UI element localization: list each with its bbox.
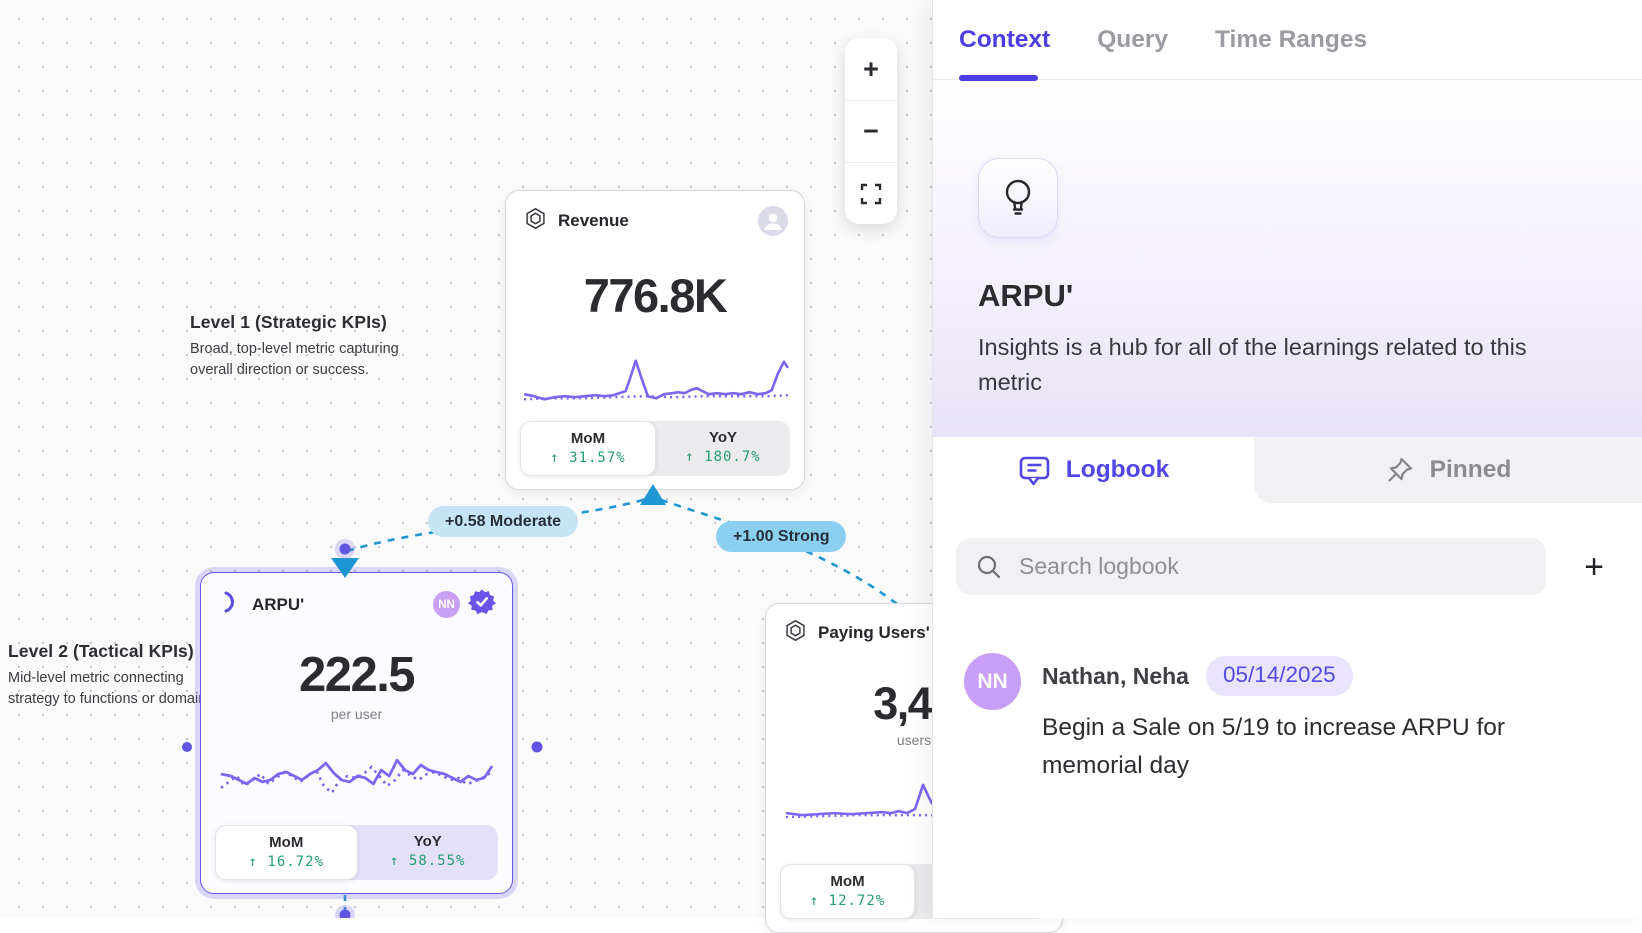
owner-avatar-icon[interactable] — [758, 206, 788, 236]
annotation-level1: Level 1 (Strategic KPIs) Broad, top-leve… — [190, 312, 399, 381]
metric-unit: users — [896, 732, 932, 748]
annotation-level2-line2: strategy to functions or domains. — [8, 691, 218, 708]
period-toggle: MoM ↑ 31.57% YoY ↑ 180.7% — [520, 421, 790, 476]
tab-time-ranges[interactable]: Time Ranges — [1215, 25, 1368, 53]
metric-card-arpu[interactable]: ARPU' NN 222.5 per user — [200, 572, 513, 894]
mom-toggle[interactable]: MoM ↑ 31.57% — [520, 421, 656, 476]
metric-card-revenue[interactable]: Revenue 776.8K — [505, 190, 805, 490]
logbook-pinned-tabs: Logbook Pinned — [933, 437, 1642, 503]
arpu-handle-right[interactable] — [531, 741, 543, 753]
tab-context[interactable]: Context — [959, 25, 1051, 53]
collaborator-avatar[interactable]: NN — [433, 591, 460, 618]
logbook-toolbar: + — [933, 503, 1642, 595]
tab-pinned-label: Pinned — [1429, 456, 1512, 483]
annotation-level1-line2: overall direction or success. — [190, 362, 369, 379]
edge-payingusers-revenue — [660, 498, 903, 610]
canvas-zoom-controls: + − — [845, 38, 897, 224]
zoom-out-button[interactable]: − — [845, 100, 897, 162]
yoy-value: ↑ 180.7% — [685, 449, 761, 465]
context-panel: Context Query Time Ranges ARPU' Insights… — [932, 0, 1642, 918]
arpu-handle-top[interactable] — [339, 543, 351, 555]
metric-title: ARPU' — [978, 278, 1074, 313]
yoy-value: ↑ 58.55% — [390, 853, 466, 869]
annotation-level2-line1: Mid-level metric connecting — [8, 670, 184, 686]
entry-date-badge: 05/14/2025 — [1205, 656, 1353, 696]
card-title: Revenue — [558, 211, 629, 230]
entry-content: Nathan, Neha 05/14/2025 Begin a Sale on … — [1042, 653, 1534, 785]
metric-description: Insights is a hub for all of the learnin… — [978, 334, 1527, 396]
arpu-handle-bottom[interactable] — [339, 909, 351, 919]
mom-value: ↑ 12.72% — [809, 893, 886, 909]
yoy-label: YoY — [413, 833, 442, 850]
active-tab-underline — [959, 75, 1038, 81]
entry-body-text: Begin a Sale on 5/19 to increase ARPU fo… — [1042, 714, 1506, 779]
annotation-level1-title: Level 1 (Strategic KPIs) — [190, 312, 387, 332]
logbook-entry[interactable]: NN Nathan, Neha 05/14/2025 Begin a Sale … — [933, 595, 1642, 785]
annotation-level2: Level 2 (Tactical KPIs) Mid-level metric… — [8, 641, 218, 710]
pin-icon — [1388, 457, 1412, 482]
sparkline — [201, 736, 512, 819]
hexagon-icon — [784, 619, 807, 647]
mom-toggle[interactable]: MoM ↑ 12.72% — [780, 864, 915, 919]
annotation-level1-line1: Broad, top-level metric capturing — [190, 341, 399, 357]
hexagon-icon — [524, 207, 547, 235]
yoy-toggle[interactable]: YoY ↑ 58.55% — [358, 825, 499, 880]
card-title: ARPU' — [252, 594, 305, 614]
yoy-toggle[interactable]: YoY ↑ 180.7% — [656, 421, 790, 476]
insight-icon-tile — [978, 158, 1058, 238]
crescent-icon — [219, 590, 241, 619]
handle-halo — [335, 539, 355, 559]
search-icon — [977, 555, 1001, 578]
search-input[interactable] — [1017, 552, 1526, 581]
panel-tab-bar: Context Query Time Ranges — [933, 0, 1642, 81]
edge-label-strong[interactable]: +1.00 Strong — [716, 521, 847, 552]
card-title: Paying Users' — [818, 623, 930, 642]
metric-value: 776.8K — [583, 269, 728, 322]
mom-label: MoM — [570, 430, 606, 447]
tab-query[interactable]: Query — [1097, 25, 1169, 53]
entry-author-name: Nathan, Neha — [1042, 662, 1189, 689]
period-toggle: MoM ↑ 16.72% YoY ↑ 58.55% — [215, 825, 498, 880]
entry-author-avatar: NN — [964, 653, 1021, 710]
zoom-in-button[interactable]: + — [845, 38, 897, 100]
mom-toggle[interactable]: MoM ↑ 16.72% — [215, 825, 358, 880]
fullscreen-icon — [860, 183, 882, 204]
edge-label-moderate[interactable]: +0.58 Moderate — [428, 506, 579, 537]
lightbulb-icon — [1005, 179, 1031, 215]
logbook-search[interactable] — [956, 538, 1546, 595]
handle-halo — [335, 905, 355, 918]
sparkline — [506, 349, 804, 418]
tab-logbook-label: Logbook — [1065, 456, 1170, 483]
verified-badge-icon — [468, 588, 496, 621]
logbook-icon — [1019, 456, 1050, 485]
metric-unit: per user — [330, 706, 383, 722]
metric-hero-section: ARPU' Insights is a hub for all of the l… — [933, 80, 1642, 437]
annotation-level2-title: Level 2 (Tactical KPIs) — [8, 641, 194, 661]
add-log-entry-button[interactable]: + — [1574, 547, 1614, 587]
yoy-label: YoY — [708, 429, 738, 446]
fit-view-button[interactable] — [845, 162, 897, 224]
tab-pinned[interactable]: Pinned — [1254, 437, 1642, 503]
mom-label: MoM — [830, 873, 865, 890]
tab-logbook[interactable]: Logbook — [933, 437, 1254, 503]
mom-value: ↑ 16.72% — [248, 854, 324, 870]
mom-value: ↑ 31.57% — [550, 450, 626, 466]
metric-value: 222.5 — [298, 648, 416, 702]
mom-label: MoM — [269, 834, 304, 851]
arpu-handle-left[interactable] — [182, 742, 192, 752]
